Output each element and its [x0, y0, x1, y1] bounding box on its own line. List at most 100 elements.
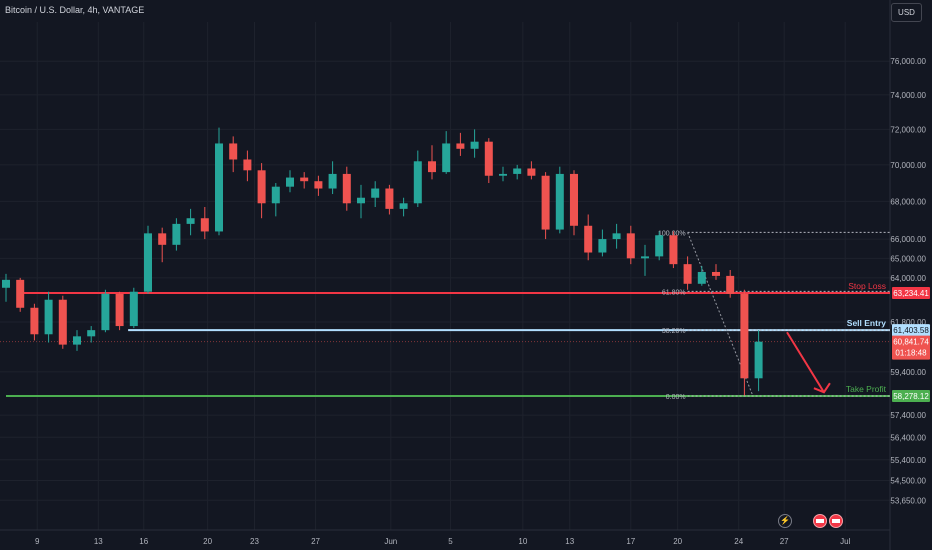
us-flag-icon[interactable] — [829, 514, 843, 528]
us-flag-icon[interactable] — [813, 514, 827, 528]
candle-body — [726, 275, 735, 294]
time-tick-label: Jun — [384, 537, 397, 546]
time-tick-label: 10 — [518, 537, 527, 546]
fibonacci-retracement: 100.00% 61.80% 38.20% 0.00% — [658, 230, 890, 401]
candle-body — [186, 218, 195, 224]
candle-body — [740, 293, 749, 379]
candle-body — [484, 141, 493, 176]
candle-body — [385, 188, 394, 209]
candle-body — [712, 271, 720, 276]
candle-body — [626, 233, 635, 259]
price-tick-label: 76,000.00 — [890, 57, 926, 66]
candle-body — [428, 161, 436, 173]
current-price-tag — [892, 335, 930, 360]
sell-entry-price-text: 61,403.58 — [893, 326, 929, 335]
time-tick-label: 5 — [448, 537, 453, 546]
candle-body — [16, 279, 25, 308]
candle-body — [129, 291, 138, 327]
take-profit-price-text: 58,278.12 — [893, 392, 929, 401]
candle-body — [200, 218, 209, 232]
sell-entry-price-tag — [892, 324, 930, 337]
time-tick-label: 20 — [203, 537, 212, 546]
candle-body — [555, 173, 564, 230]
candle-body — [697, 271, 706, 284]
fib-trend-line — [687, 232, 754, 397]
fib-level-label: 0.00% — [666, 394, 686, 401]
candle-body — [101, 293, 110, 331]
projection-arrow — [786, 331, 831, 394]
candle-body — [44, 299, 53, 335]
current-price-text: 60,841.74 — [893, 338, 929, 347]
candle-body — [172, 223, 181, 245]
arrow-shaft — [786, 331, 825, 393]
candle-body — [683, 264, 692, 284]
candle-body — [271, 186, 280, 204]
candle-body — [456, 143, 465, 149]
candle-body — [30, 307, 39, 335]
fib-level-label: 61.80% — [662, 289, 686, 296]
time-tick-label: 27 — [780, 537, 789, 546]
take-profit-label: Take Profit — [846, 384, 887, 394]
candle-body — [229, 143, 238, 160]
take-profit-price-tag — [892, 389, 930, 402]
candle-body — [300, 177, 309, 182]
candle-body — [754, 341, 763, 379]
currency-button[interactable]: USD — [891, 3, 922, 22]
candle-body — [442, 143, 451, 173]
candlestick-series — [2, 127, 763, 396]
price-tick-label: 66,000.00 — [890, 235, 926, 244]
chart-title: Bitcoin / U.S. Dollar, 4h, VANTAGE — [5, 5, 145, 15]
price-tick-label: 57,400.00 — [890, 411, 926, 420]
time-tick-label: 23 — [250, 537, 259, 546]
time-tick-label: 13 — [565, 537, 574, 546]
candle-body — [257, 170, 266, 204]
candle-body — [527, 168, 536, 176]
price-tick-label: 64,000.00 — [890, 274, 926, 283]
candle-body — [513, 168, 522, 174]
candle-body — [58, 299, 67, 345]
time-tick-label: 16 — [139, 537, 148, 546]
price-tick-label: 59,400.00 — [890, 368, 926, 377]
candle-body — [612, 233, 621, 240]
candle-body — [669, 235, 678, 265]
arrow-head — [813, 382, 831, 394]
candle-body — [2, 279, 10, 288]
lightning-icon[interactable]: ⚡ — [778, 514, 792, 528]
candle-body — [413, 161, 422, 204]
candle-body — [499, 173, 507, 176]
candle-body — [541, 175, 550, 230]
candle-body — [328, 173, 337, 189]
candle-body — [87, 330, 96, 337]
price-tick-label: 55,400.00 — [890, 456, 926, 465]
candle-body — [570, 173, 578, 226]
candle-body — [73, 336, 81, 345]
countdown-text: 01:18:48 — [895, 349, 927, 358]
price-tick-label: 65,000.00 — [890, 254, 926, 263]
candle-body — [215, 143, 223, 232]
time-axis: 9 13 16 20 23 27 Jun 5 10 13 17 20 24 27 Jul — [35, 537, 851, 546]
time-tick-label: 20 — [673, 537, 682, 546]
price-tick-label: 72,000.00 — [890, 125, 926, 134]
stop-loss-price-text: 63,234.41 — [893, 289, 929, 298]
price-tick-label: 74,000.00 — [890, 91, 926, 100]
sell-entry-label: Sell Entry — [847, 318, 886, 328]
time-tick-label: 24 — [734, 537, 743, 546]
fib-level-label: 38.20% — [662, 328, 686, 335]
price-tick-label: 54,500.00 — [890, 476, 926, 485]
price-axis: 76,000.00 74,000.00 72,000.00 70,000.00 68,0… — [890, 57, 926, 505]
price-labels: 63,234.41 61,403.58 58,278.12 60,841.74 01:1… — [892, 287, 930, 402]
time-tick-label: 13 — [94, 537, 103, 546]
price-tick-label: 70,000.00 — [890, 161, 926, 170]
price-tick-label: 68,000.00 — [890, 197, 926, 206]
candle-body — [144, 233, 152, 292]
candle-body — [641, 256, 649, 259]
time-tick-label: Jul — [840, 537, 850, 546]
price-tick-label: 56,400.00 — [890, 433, 926, 442]
candle-body — [243, 159, 252, 171]
stop-loss-label: Stop Loss — [848, 281, 886, 291]
candle-body — [371, 188, 380, 198]
candle-body — [655, 235, 664, 257]
candle-body — [357, 197, 365, 204]
grid — [0, 0, 891, 550]
